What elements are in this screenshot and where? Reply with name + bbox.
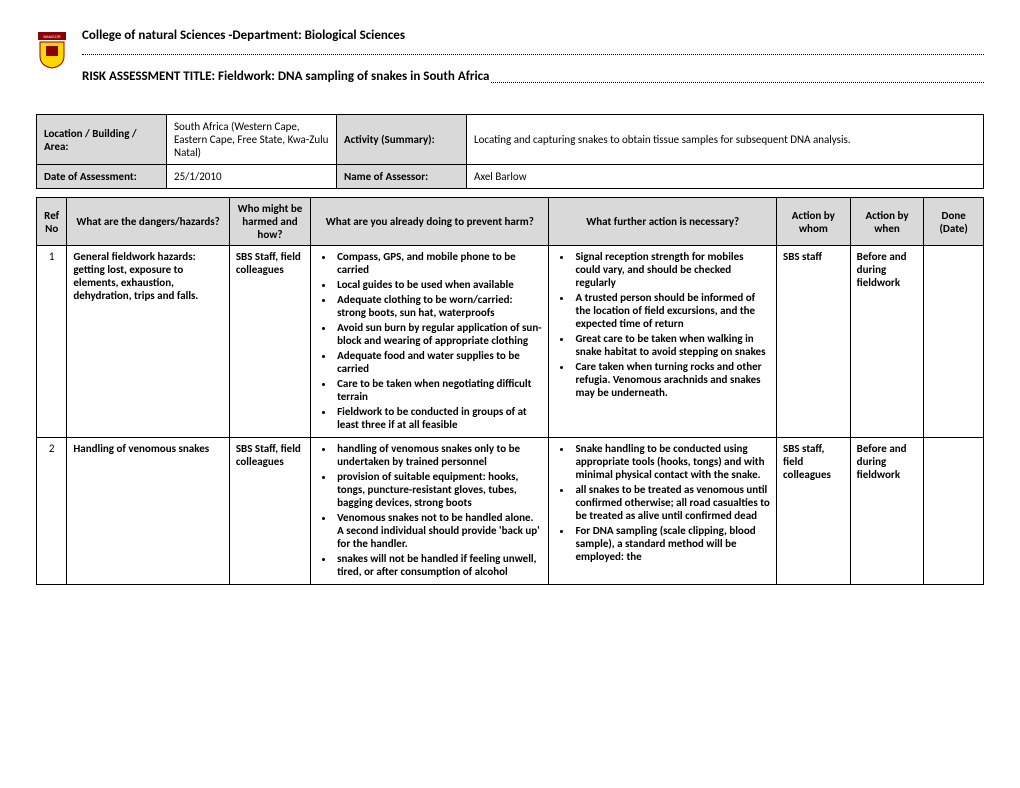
cell-prevent: handling of venomous snakes only to be u… bbox=[311, 438, 549, 585]
col-hazard: What are the dangers/hazards? bbox=[67, 198, 230, 246]
document-header: BANGOR College of natural Sciences -Depa… bbox=[36, 28, 984, 86]
title-dotted-fill bbox=[491, 69, 984, 83]
list-item: Local guides to be used when available bbox=[335, 278, 542, 291]
cell-prevent: Compass, GPS, and mobile phone to be car… bbox=[311, 246, 549, 438]
list-item: Compass, GPS, and mobile phone to be car… bbox=[335, 250, 542, 276]
list-item: Adequate food and water supplies to be c… bbox=[335, 349, 542, 375]
col-further: What further action is necessary? bbox=[549, 198, 777, 246]
list-item: all snakes to be treated as venomous unt… bbox=[573, 483, 770, 522]
table-row: 1General fieldwork hazards: getting lost… bbox=[37, 246, 984, 438]
assessor-value: Axel Barlow bbox=[467, 165, 984, 189]
location-value: South Africa (Western Cape, Eastern Cape… bbox=[167, 115, 337, 165]
cell-done bbox=[924, 438, 984, 585]
date-value: 25/1/2010 bbox=[167, 165, 337, 189]
list-item: Care to be taken when negotiating diffic… bbox=[335, 377, 542, 403]
info-table: Location / Building / Area: South Africa… bbox=[36, 114, 984, 189]
col-prevent: What are you already doing to prevent ha… bbox=[311, 198, 549, 246]
cell-further: Signal reception strength for mobiles co… bbox=[549, 246, 777, 438]
date-label: Date of Assessment: bbox=[37, 165, 167, 189]
title-text: RISK ASSESSMENT TITLE: Fieldwork: DNA sa… bbox=[82, 69, 489, 84]
cell-whom: SBS staff bbox=[777, 246, 851, 438]
cell-when: Before and during fieldwork bbox=[850, 438, 924, 585]
list-item: snakes will not be handled if feeling un… bbox=[335, 552, 542, 578]
list-item: Venomous snakes not to be handled alone.… bbox=[335, 511, 542, 550]
cell-who: SBS Staff, field colleagues bbox=[229, 246, 310, 438]
risk-table: Ref No What are the dangers/hazards? Who… bbox=[36, 197, 984, 585]
university-logo: BANGOR bbox=[36, 30, 68, 70]
list-item: handling of venomous snakes only to be u… bbox=[335, 442, 542, 468]
activity-value: Locating and capturing snakes to obtain … bbox=[467, 115, 984, 165]
risk-table-header-row: Ref No What are the dangers/hazards? Who… bbox=[37, 198, 984, 246]
dotted-separator bbox=[82, 45, 984, 55]
list-item: Signal reception strength for mobiles co… bbox=[573, 250, 770, 289]
cell-whom: SBS staff, field colleagues bbox=[777, 438, 851, 585]
list-item: Snake handling to be conducted using app… bbox=[573, 442, 770, 481]
cell-further: Snake handling to be conducted using app… bbox=[549, 438, 777, 585]
list-item: Fieldwork to be conducted in groups of a… bbox=[335, 405, 542, 431]
list-item: Avoid sun burn by regular application of… bbox=[335, 321, 542, 347]
list-item: A trusted person should be informed of t… bbox=[573, 291, 770, 330]
cell-when: Before and during fieldwork bbox=[850, 246, 924, 438]
col-when: Action by when bbox=[850, 198, 924, 246]
risk-assessment-title: RISK ASSESSMENT TITLE: Fieldwork: DNA sa… bbox=[82, 69, 984, 84]
list-item: For DNA sampling (scale clipping, blood … bbox=[573, 524, 770, 563]
list-item: Care taken when turning rocks and other … bbox=[573, 360, 770, 399]
cell-ref: 2 bbox=[37, 438, 67, 585]
college-department-line: College of natural Sciences -Department:… bbox=[82, 28, 984, 43]
cell-done bbox=[924, 246, 984, 438]
col-ref: Ref No bbox=[37, 198, 67, 246]
activity-label: Activity (Summary): bbox=[337, 115, 467, 165]
assessor-label: Name of Assessor: bbox=[337, 165, 467, 189]
cell-who: SBS Staff, field colleagues bbox=[229, 438, 310, 585]
list-item: Adequate clothing to be worn/carried: st… bbox=[335, 293, 542, 319]
col-who: Who might be harmed and how? bbox=[229, 198, 310, 246]
list-item: provision of suitable equipment: hooks, … bbox=[335, 470, 542, 509]
col-done: Done (Date) bbox=[924, 198, 984, 246]
col-whom: Action by whom bbox=[777, 198, 851, 246]
svg-text:BANGOR: BANGOR bbox=[43, 34, 60, 39]
table-row: 2Handling of venomous snakesSBS Staff, f… bbox=[37, 438, 984, 585]
cell-hazard: Handling of venomous snakes bbox=[67, 438, 230, 585]
list-item: Great care to be taken when walking in s… bbox=[573, 332, 770, 358]
cell-hazard: General fieldwork hazards: getting lost,… bbox=[67, 246, 230, 438]
cell-ref: 1 bbox=[37, 246, 67, 438]
location-label: Location / Building / Area: bbox=[37, 115, 167, 165]
